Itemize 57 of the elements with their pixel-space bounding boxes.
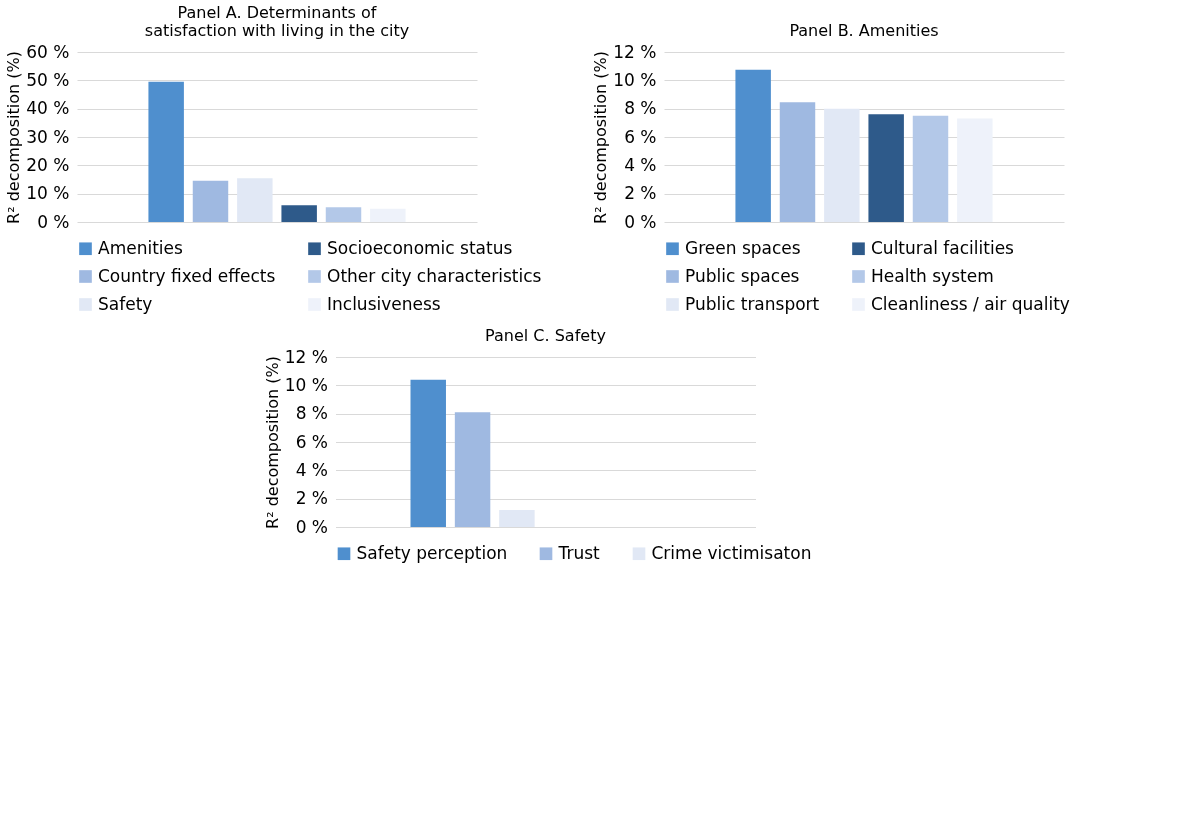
y-tick-label: 6 %: [295, 431, 328, 452]
bar: [410, 379, 446, 527]
legend-label: Green spaces: [685, 237, 801, 258]
legend-label: Amenities: [98, 237, 183, 258]
bar: [735, 69, 771, 222]
bar: [499, 510, 535, 527]
y-tick-label: 10 %: [284, 374, 328, 395]
legend-label: Health system: [871, 265, 994, 286]
bar: [454, 412, 491, 527]
legend-label: Inclusiveness: [327, 293, 441, 314]
bar: [237, 178, 273, 222]
legend-label: Cleanliness / air quality: [871, 293, 1070, 314]
y-axis-title: R² decomposition (%): [4, 51, 24, 224]
y-tick-label: 0 %: [624, 211, 657, 232]
y-axis-title: R² decomposition (%): [591, 51, 611, 224]
bar: [868, 114, 904, 222]
y-tick-label: 40 %: [26, 98, 70, 119]
y-tick-label: 0 %: [295, 516, 328, 537]
bar: [779, 102, 816, 222]
chart-title: Panel C. Safety: [485, 326, 606, 345]
y-tick-label: 2 %: [295, 488, 328, 509]
y-tick-label: 8 %: [624, 98, 657, 119]
bar: [370, 208, 406, 222]
y-tick-label: 10 %: [26, 183, 70, 204]
bar: [148, 81, 184, 222]
legend-label: Public transport: [685, 293, 820, 314]
y-tick-label: 4 %: [624, 154, 657, 175]
y-tick-label: 10 %: [613, 69, 657, 90]
y-tick-label: 6 %: [624, 126, 657, 147]
y-tick-label: 30 %: [26, 126, 70, 147]
y-tick-label: 20 %: [26, 154, 70, 175]
legend-label: Country fixed effects: [98, 265, 276, 286]
legend-label: Safety perception: [356, 542, 508, 563]
y-tick-label: 50 %: [26, 69, 70, 90]
y-axis-title: R² decomposition (%): [262, 356, 282, 529]
legend-label: Safety: [98, 293, 153, 314]
y-tick-label: 8 %: [295, 403, 328, 424]
bar: [192, 180, 229, 222]
bar: [957, 118, 993, 222]
y-tick-label: 12 %: [284, 346, 328, 367]
y-tick-label: 4 %: [295, 459, 328, 480]
bar: [824, 108, 860, 222]
legend-label: Other city characteristics: [327, 265, 542, 286]
bar: [325, 207, 362, 222]
chart-title: Panel A. Determinants of satisfaction with living in the city: [144, 3, 410, 40]
y-tick-label: 2 %: [624, 183, 657, 204]
legend-label: Trust: [557, 542, 601, 563]
y-tick-label: 60 %: [26, 41, 70, 62]
bar: [281, 205, 317, 222]
bar: [912, 115, 949, 222]
legend-label: Cultural facilities: [871, 237, 1015, 258]
y-tick-label: 0 %: [37, 211, 70, 232]
chart-title: Panel B. Amenities: [789, 21, 939, 40]
legend-label: Crime victimisaton: [651, 542, 812, 563]
y-tick-label: 12 %: [613, 41, 657, 62]
legend-label: Public spaces: [685, 265, 800, 286]
legend-label: Socioeconomic status: [327, 237, 513, 258]
